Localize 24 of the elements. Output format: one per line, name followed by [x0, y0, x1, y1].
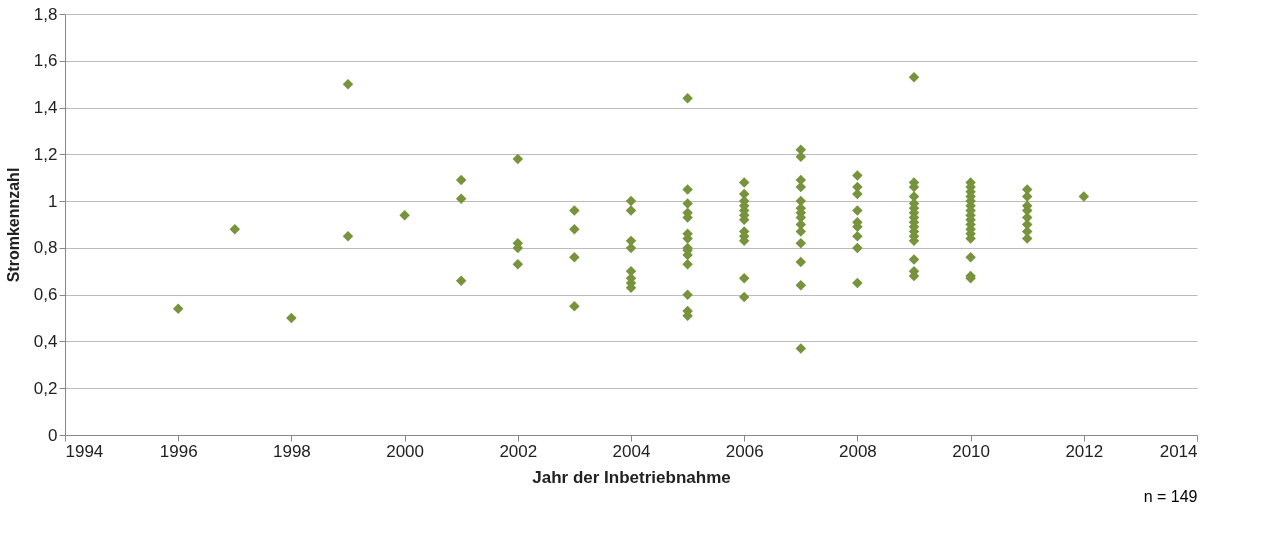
x-tick-label: 2012: [1065, 441, 1104, 461]
y-tick-label: 1,2: [33, 144, 58, 164]
y-tick-label: 0,2: [33, 378, 58, 398]
x-tick-label: 2010: [952, 441, 991, 461]
x-tick-label: 2006: [725, 441, 764, 461]
x-tick-label: 1994: [65, 441, 104, 461]
x-tick-label: 2002: [499, 441, 538, 461]
x-tick-label: 2014: [1159, 441, 1198, 461]
x-tick-label: 2000: [386, 441, 425, 461]
y-tick-label: 0,4: [33, 331, 58, 351]
y-axis-title: Stromkennzahl: [4, 167, 22, 283]
x-tick-label: 2008: [838, 441, 877, 461]
x-axis-title: Jahr der Inbetriebnahme: [532, 467, 731, 487]
text: n = 149: [1143, 488, 1198, 505]
y-tick-label: 0: [48, 425, 58, 445]
y-tick-label: 1,6: [33, 51, 58, 71]
y-tick-label: 1,4: [33, 98, 58, 118]
y-tick-label: 1: [48, 191, 58, 211]
x-tick-label: 1996: [159, 441, 198, 461]
x-tick-label: 2004: [612, 441, 651, 461]
y-tick-label: 0,6: [33, 285, 58, 305]
y-tick-label: 1,8: [33, 4, 58, 24]
x-tick-label: 1998: [272, 441, 311, 461]
y-tick-label: 0,8: [33, 238, 58, 258]
